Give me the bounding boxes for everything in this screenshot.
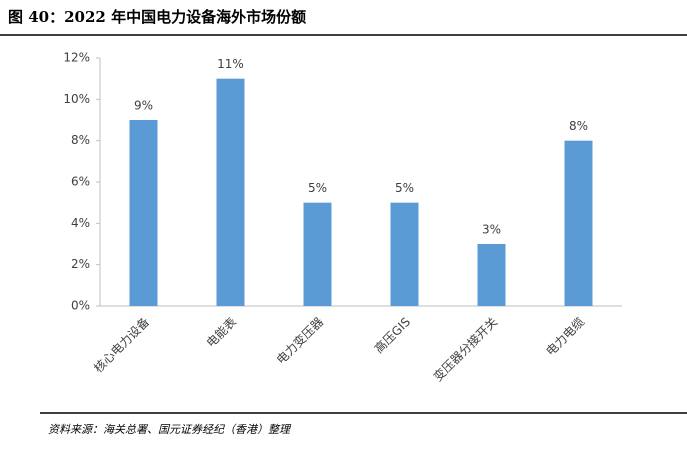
value-label: 3% xyxy=(482,223,501,237)
bar xyxy=(564,140,593,306)
y-tick-label: 2% xyxy=(71,257,90,271)
bar xyxy=(216,78,245,307)
value-label: 5% xyxy=(308,181,327,195)
source: 资料来源：海关总署、国元证券经纪（香港）整理 xyxy=(48,423,292,436)
y-tick-label: 8% xyxy=(71,133,90,147)
y-tick-label: 6% xyxy=(71,175,90,189)
bar xyxy=(477,244,506,306)
y-tick-label: 10% xyxy=(63,92,90,106)
x-tick-label: 变压器分接开关 xyxy=(430,314,500,384)
value-label: 9% xyxy=(134,99,153,113)
bar xyxy=(129,120,158,306)
x-tick-label: 核心电力设备 xyxy=(91,315,152,376)
x-tick-label: 电能表 xyxy=(204,315,239,350)
x-tick-label: 电力变压器 xyxy=(273,314,326,367)
bar xyxy=(303,202,332,306)
chart-title: 图 40：2022 年中国电力设备海外市场份额 xyxy=(8,8,306,26)
bar xyxy=(390,202,419,306)
y-tick-label: 12% xyxy=(63,51,90,65)
value-label: 8% xyxy=(569,119,588,133)
y-tick-label: 0% xyxy=(71,299,90,313)
x-tick-label: 电力电缆 xyxy=(543,315,587,359)
y-tick-label: 4% xyxy=(71,216,90,230)
value-label: 5% xyxy=(395,181,414,195)
x-tick-label: 高压GIS xyxy=(371,314,413,356)
value-label: 11% xyxy=(217,57,244,71)
